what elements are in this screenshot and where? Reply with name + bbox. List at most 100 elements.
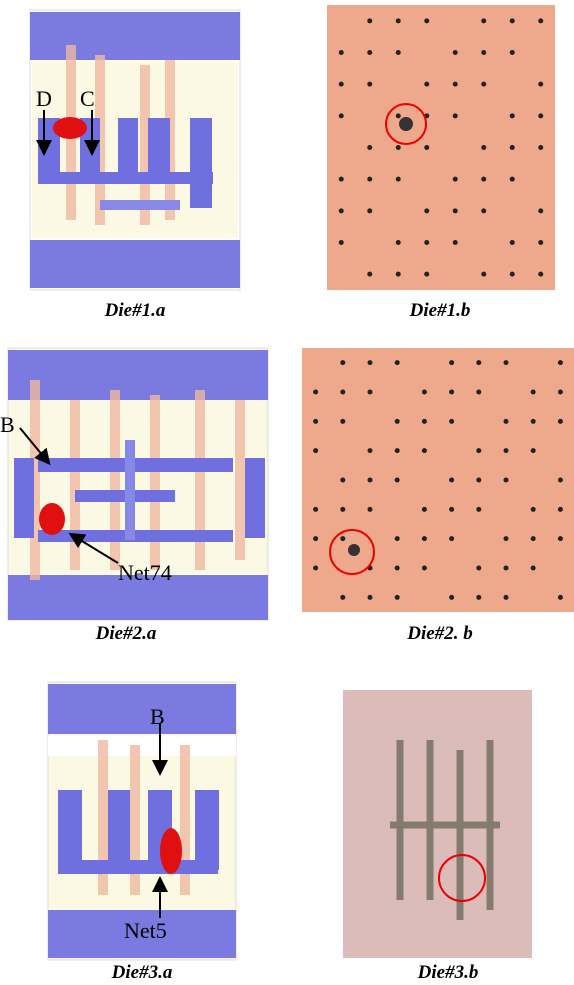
via-dot bbox=[339, 50, 344, 55]
via-dot bbox=[510, 113, 515, 118]
label: C bbox=[80, 86, 95, 111]
via-dot bbox=[340, 536, 345, 541]
via-dot bbox=[538, 208, 543, 213]
via-dot bbox=[476, 595, 481, 600]
via-dot bbox=[396, 145, 401, 150]
via-dot bbox=[313, 448, 318, 453]
via-dot bbox=[422, 536, 427, 541]
via-dot bbox=[422, 507, 427, 512]
via-dot bbox=[449, 536, 454, 541]
label: D bbox=[36, 86, 52, 111]
via-dot bbox=[422, 390, 427, 395]
via-dot bbox=[424, 18, 429, 23]
via-dot bbox=[424, 272, 429, 277]
layout-1a bbox=[30, 10, 240, 290]
via-dot bbox=[476, 478, 481, 483]
via-dot bbox=[395, 419, 400, 424]
via-dot bbox=[538, 82, 543, 87]
via-dot bbox=[367, 177, 372, 182]
label: B bbox=[150, 704, 165, 729]
via-dot bbox=[340, 478, 345, 483]
via-dot bbox=[368, 507, 373, 512]
via-dot bbox=[504, 595, 509, 600]
via-dot bbox=[367, 145, 372, 150]
via-dot bbox=[367, 272, 372, 277]
via-dot bbox=[339, 113, 344, 118]
via-dot bbox=[453, 113, 458, 118]
via-dot bbox=[538, 240, 543, 245]
via-dot bbox=[449, 595, 454, 600]
via-dot bbox=[481, 208, 486, 213]
via-dot bbox=[367, 50, 372, 55]
via-dot bbox=[476, 448, 481, 453]
via-dot bbox=[424, 208, 429, 213]
via-dot bbox=[476, 390, 481, 395]
via-dot bbox=[313, 390, 318, 395]
via-dot bbox=[558, 595, 563, 600]
via-dot bbox=[340, 360, 345, 365]
via-dot bbox=[558, 360, 563, 365]
via-dot bbox=[339, 208, 344, 213]
via-dot bbox=[395, 536, 400, 541]
via-dot bbox=[476, 360, 481, 365]
via-dot bbox=[313, 566, 318, 571]
via-dot bbox=[558, 390, 563, 395]
via-dot bbox=[424, 145, 429, 150]
via-dot bbox=[558, 419, 563, 424]
via-dot bbox=[396, 18, 401, 23]
via-dot bbox=[367, 18, 372, 23]
caption: Die#1.a bbox=[104, 300, 166, 321]
via-dot bbox=[481, 177, 486, 182]
via-dot bbox=[449, 507, 454, 512]
via-dot bbox=[531, 566, 536, 571]
via-dot bbox=[538, 113, 543, 118]
via-dot bbox=[424, 240, 429, 245]
via-dot bbox=[396, 177, 401, 182]
caption: Die#3.b bbox=[417, 962, 479, 983]
via-dot bbox=[453, 177, 458, 182]
via-dot bbox=[368, 360, 373, 365]
via-dot bbox=[531, 419, 536, 424]
via-dot bbox=[476, 566, 481, 571]
caption: Die#1.b bbox=[409, 300, 471, 321]
via-dot bbox=[481, 145, 486, 150]
via-dot bbox=[340, 390, 345, 395]
via-dot bbox=[558, 536, 563, 541]
via-dot bbox=[510, 177, 515, 182]
via-dot bbox=[367, 82, 372, 87]
via-dot bbox=[481, 272, 486, 277]
via-dot bbox=[538, 145, 543, 150]
via-dot bbox=[449, 419, 454, 424]
via-dot bbox=[481, 82, 486, 87]
caption: Die#3.a bbox=[111, 962, 173, 983]
via-dot bbox=[368, 478, 373, 483]
photo-1b bbox=[327, 5, 555, 290]
via-dot bbox=[339, 240, 344, 245]
label: Net5 bbox=[124, 918, 167, 943]
via-dot bbox=[395, 566, 400, 571]
via-dot bbox=[531, 536, 536, 541]
via-dot bbox=[504, 478, 509, 483]
via-dot bbox=[504, 448, 509, 453]
via-dot bbox=[538, 272, 543, 277]
via-dot bbox=[367, 208, 372, 213]
via-dot bbox=[453, 208, 458, 213]
via-dot bbox=[558, 478, 563, 483]
caption: Die#2.a bbox=[95, 623, 157, 644]
via-dot bbox=[510, 272, 515, 277]
via-dot bbox=[531, 448, 536, 453]
via-dot bbox=[368, 390, 373, 395]
via-dot bbox=[504, 360, 509, 365]
via-dot bbox=[453, 50, 458, 55]
via-dot bbox=[449, 478, 454, 483]
via-dot bbox=[449, 360, 454, 365]
caption: Die#2. b bbox=[406, 623, 472, 644]
via-dot bbox=[340, 595, 345, 600]
via-dot bbox=[510, 50, 515, 55]
via-dot bbox=[340, 507, 345, 512]
via-dot bbox=[313, 419, 318, 424]
photo-2b bbox=[302, 348, 574, 612]
figure: D C B Net74 B Net5 Die#1.a Die#1.b Die#2… bbox=[0, 0, 574, 985]
via-dot bbox=[396, 50, 401, 55]
via-dot bbox=[396, 240, 401, 245]
